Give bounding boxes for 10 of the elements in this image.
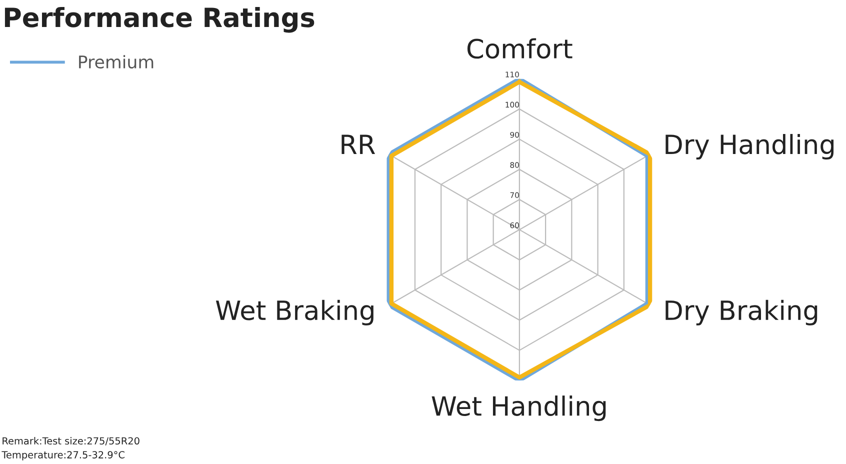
- chart-title: Performance Ratings: [4, 6, 314, 33]
- spoke-label: Wet Braking: [216, 300, 374, 326]
- legend-label: Premium: [79, 55, 154, 69]
- spoke-label: Comfort: [467, 38, 572, 59]
- text: Temperature:27.5-32.9°C: [2, 451, 124, 460]
- spoke-label: Wet Handling: [432, 396, 606, 422]
- text: Remark:Test size:275/55R20: [2, 437, 140, 446]
- spoke-label: Dry Handling: [666, 134, 834, 160]
- spoke-label: Dry Braking: [666, 300, 818, 326]
- spoke-label: RR: [342, 134, 376, 154]
